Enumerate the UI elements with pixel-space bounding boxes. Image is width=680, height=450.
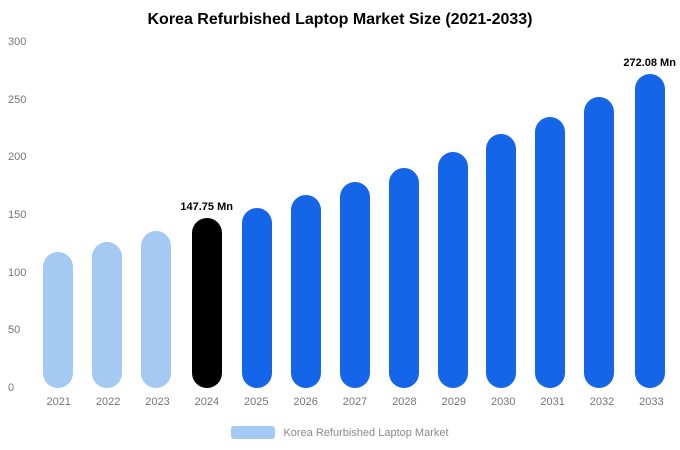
y-axis-tick-label: 150 bbox=[8, 209, 27, 221]
x-axis-label: 2029 bbox=[441, 396, 467, 408]
bar-2026 bbox=[291, 195, 322, 388]
x-axis-label: 2026 bbox=[293, 396, 318, 408]
chart-title: Korea Refurbished Laptop Market Size (20… bbox=[147, 11, 533, 28]
x-axis-label: 2033 bbox=[639, 396, 664, 408]
bar-2021 bbox=[43, 251, 74, 388]
bar-value-label: 272.08 Mn bbox=[623, 57, 676, 70]
bar-2033 bbox=[634, 74, 665, 388]
bar-2023 bbox=[140, 231, 171, 388]
bar-slot bbox=[282, 42, 331, 388]
y-axis-tick-label: 0 bbox=[8, 382, 15, 394]
y-axis-tick-label: 50 bbox=[8, 324, 21, 337]
y-axis-tick-label: 300 bbox=[8, 36, 27, 48]
y-axis-tick-label: 100 bbox=[8, 266, 27, 279]
bar-2031 bbox=[535, 116, 566, 388]
legend: Korea Refurbished Laptop Market bbox=[0, 426, 680, 439]
y-axis-tick-label: 200 bbox=[8, 151, 27, 164]
legend-swatch bbox=[231, 426, 276, 439]
bar-2027 bbox=[339, 181, 370, 388]
bar-2025 bbox=[242, 208, 273, 388]
bar-slot bbox=[233, 42, 282, 388]
x-axis-label: 2028 bbox=[392, 396, 417, 408]
x-axis-label: 2025 bbox=[244, 396, 269, 408]
x-axis-label: 2032 bbox=[589, 396, 615, 408]
bar-slot bbox=[477, 42, 526, 388]
x-axis: 2021 2022 2023 2024 2025 2026 2027 2028 2029 2030… bbox=[34, 396, 676, 408]
bar-slot bbox=[379, 42, 428, 388]
bar-2032 bbox=[583, 97, 614, 388]
x-axis-label: 2031 bbox=[540, 396, 565, 408]
legend-label: Korea Refurbished Laptop Market bbox=[283, 426, 449, 439]
bar-2029 bbox=[437, 151, 468, 388]
bar-2028 bbox=[388, 167, 419, 388]
bar-2022 bbox=[92, 241, 123, 388]
bar-slot: 147.75 Mn bbox=[180, 42, 233, 388]
bar-slot bbox=[526, 42, 575, 388]
plot-area: 147.75 Mn 272.08 Mn bbox=[34, 42, 676, 388]
bar-slot bbox=[331, 42, 380, 388]
x-axis-label: 2021 bbox=[46, 396, 71, 408]
x-axis-label: 2024 bbox=[194, 396, 220, 408]
bar-slot bbox=[132, 42, 181, 388]
bar-slot: 272.08 Mn bbox=[623, 42, 676, 388]
bar-slot bbox=[575, 42, 624, 388]
bar-2024 bbox=[191, 217, 222, 388]
y-axis-tick-label: 250 bbox=[8, 93, 27, 106]
x-axis-label: 2023 bbox=[145, 396, 170, 408]
bar-slot bbox=[83, 42, 132, 388]
x-axis-label: 2027 bbox=[342, 396, 368, 408]
y-axis: 0 50 100 150 200 250 300 bbox=[8, 36, 32, 394]
x-axis-label: 2022 bbox=[95, 396, 121, 408]
bar-2030 bbox=[486, 134, 517, 388]
x-axis-label: 2030 bbox=[490, 396, 516, 408]
bar-slot bbox=[428, 42, 477, 388]
bar-value-label: 147.75 Mn bbox=[180, 200, 233, 213]
bar-slot bbox=[34, 42, 83, 388]
